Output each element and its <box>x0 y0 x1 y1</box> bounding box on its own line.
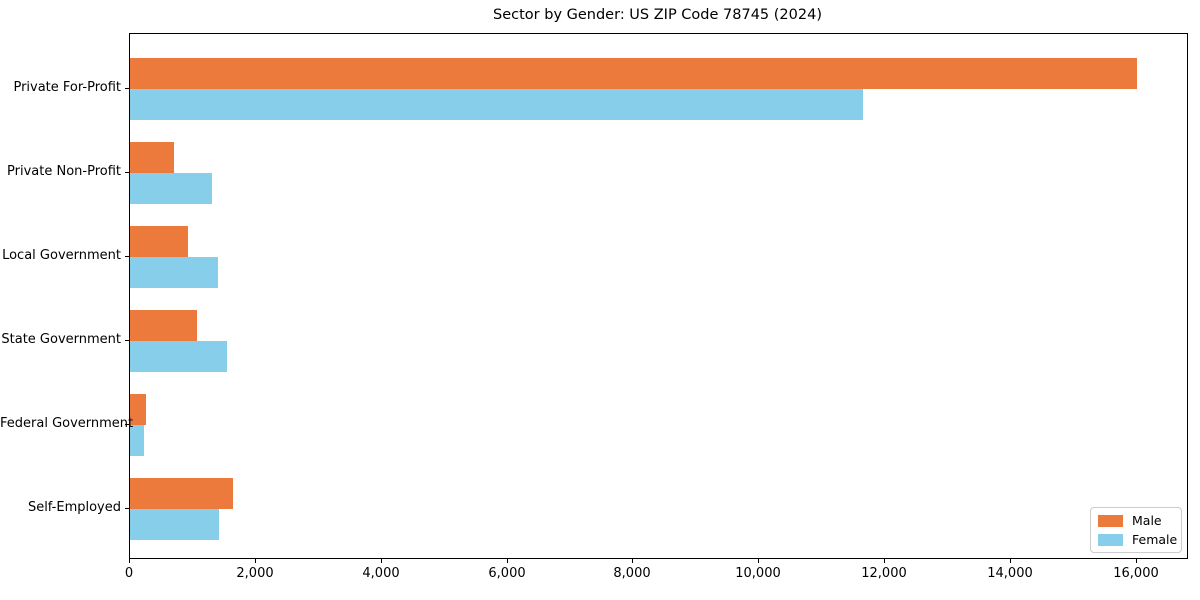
bar-female-private-for-profit <box>130 89 863 120</box>
bar-male-private-for-profit <box>130 58 1137 89</box>
x-tick-label: 10,000 <box>735 566 781 581</box>
y-axis-label-private-non-profit: Private Non-Profit <box>7 164 121 179</box>
bar-female-self-employed <box>130 509 219 540</box>
x-tick-label: 12,000 <box>861 566 907 581</box>
y-tick-mark <box>125 424 129 425</box>
x-tick-mark <box>632 559 633 563</box>
x-tick-label: 2,000 <box>236 566 274 581</box>
x-tick-mark <box>884 559 885 563</box>
x-tick-label: 8,000 <box>613 566 651 581</box>
bar-male-federal-government <box>130 394 146 425</box>
y-axis-label-local-government: Local Government <box>2 248 121 263</box>
legend: Male Female <box>1090 507 1182 553</box>
x-tick-mark <box>1136 559 1137 563</box>
legend-item-male: Male <box>1098 513 1174 528</box>
x-tick-mark <box>758 559 759 563</box>
bar-female-federal-government <box>130 425 144 456</box>
y-axis-label-private-for-profit: Private For-Profit <box>13 80 121 95</box>
y-tick-mark <box>125 508 129 509</box>
x-tick-label: 0 <box>124 566 134 581</box>
x-tick-mark <box>507 559 508 563</box>
y-tick-mark <box>125 172 129 173</box>
x-tick-mark <box>129 559 130 563</box>
y-tick-mark <box>125 88 129 89</box>
chart-title: Sector by Gender: US ZIP Code 78745 (202… <box>493 7 822 23</box>
x-tick-label: 14,000 <box>987 566 1033 581</box>
y-tick-mark <box>125 256 129 257</box>
male-swatch-icon <box>1098 514 1123 527</box>
bar-female-state-government <box>130 341 227 372</box>
y-axis-label-self-employed: Self-Employed <box>27 500 121 515</box>
bar-male-local-government <box>130 226 188 257</box>
x-tick-label: 16,000 <box>1113 566 1159 581</box>
x-tick-mark <box>1010 559 1011 563</box>
legend-item-female: Female <box>1098 532 1178 547</box>
x-tick-mark <box>381 559 382 563</box>
x-tick-label: 6,000 <box>488 566 526 581</box>
bar-female-local-government <box>130 257 218 288</box>
x-tick-mark <box>255 559 256 563</box>
legend-label-female: Female <box>1132 532 1178 547</box>
y-tick-mark <box>125 340 129 341</box>
bar-female-private-non-profit <box>130 173 212 204</box>
bar-male-self-employed <box>130 478 233 509</box>
plot-area <box>129 33 1188 559</box>
y-axis-label-state-government: State Government <box>1 332 121 347</box>
legend-label-male: Male <box>1132 513 1162 528</box>
x-tick-label: 4,000 <box>362 566 400 581</box>
bar-male-state-government <box>130 310 197 341</box>
bar-male-private-non-profit <box>130 142 174 173</box>
y-axis-label-federal-government: Federal Government <box>0 416 134 431</box>
female-swatch-icon <box>1098 533 1123 546</box>
